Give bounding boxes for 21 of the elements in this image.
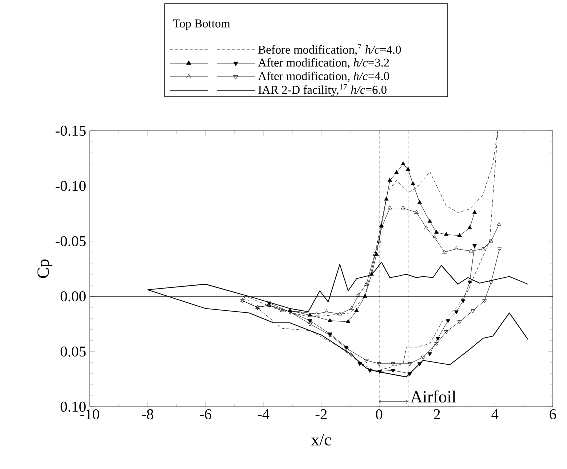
y-tick-label: -0.05 — [56, 236, 86, 246]
annotation: Airfoil — [410, 390, 456, 403]
legend-label: After modification, h/c=3.2 — [258, 58, 390, 69]
legend-label: IAR 2-D facility,$^{17}$ h/c=6.0 — [258, 84, 387, 97]
x-axis-title: x/c — [311, 434, 332, 446]
x-tick-label: 0 — [376, 410, 383, 420]
x-tick-label: -8 — [142, 410, 154, 420]
y-tick-label: -0.15 — [56, 126, 86, 136]
legend-title: Top Bottom — [173, 20, 230, 30]
y-axis-title: Cp — [38, 260, 53, 278]
x-tick-label: -2 — [316, 410, 327, 420]
x-tick-label: -6 — [200, 410, 212, 420]
x-tick-label: 4 — [492, 410, 499, 420]
y-tick-label: 0.05 — [60, 346, 86, 357]
y-tick-label: -0.10 — [56, 181, 86, 192]
x-tick-label: 2 — [434, 410, 440, 420]
x-tick-label: -4 — [258, 410, 270, 420]
x-tick-label: 6 — [550, 410, 556, 420]
legend-label: After modification, h/c=4.0 — [258, 72, 390, 82]
y-tick-label: 0.00 — [60, 292, 86, 302]
legend-label: Before modification,$^{7}$ h/c=4.0 — [258, 44, 402, 56]
